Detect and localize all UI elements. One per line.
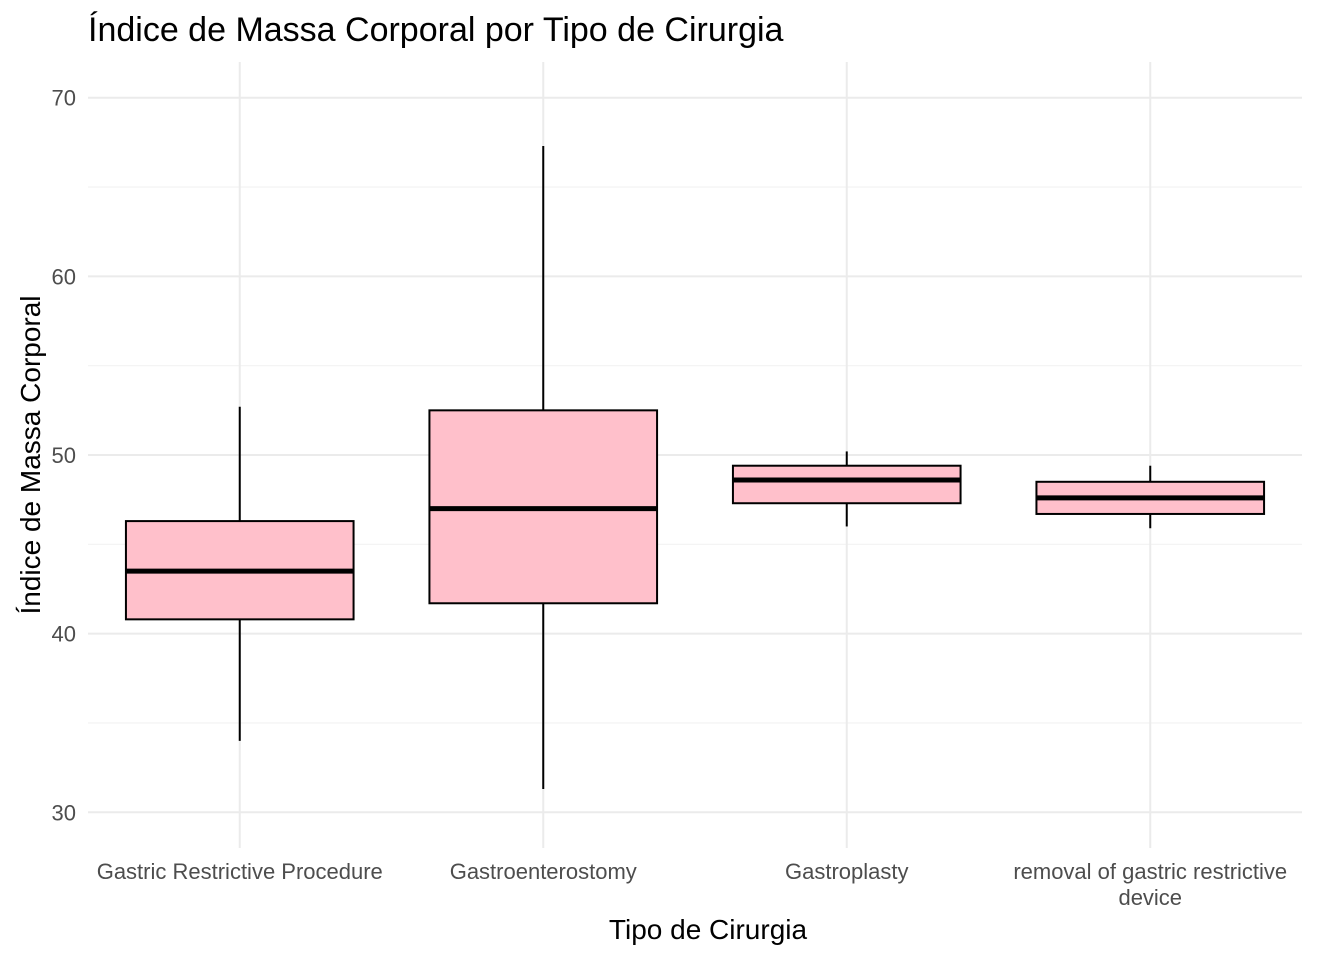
boxes bbox=[124, 145, 1266, 790]
box-group bbox=[124, 406, 355, 741]
x-tick-label: Gastroenterostomy bbox=[450, 859, 637, 884]
y-tick-label: 50 bbox=[52, 443, 76, 468]
y-tick-labels: 30 40 50 60 70 bbox=[52, 86, 76, 826]
box bbox=[731, 464, 962, 505]
y-tick-label: 70 bbox=[52, 86, 76, 111]
x-tick-label-line: Gastroplasty bbox=[785, 859, 909, 884]
chart-title: Índice de Massa Corporal por Tipo de Cir… bbox=[88, 11, 784, 49]
y-tick-label: 30 bbox=[52, 800, 76, 825]
x-tick-label-line: Gastroenterostomy bbox=[450, 859, 637, 884]
y-axis-title: Índice de Massa Corporal bbox=[15, 295, 46, 614]
box-group bbox=[428, 145, 659, 790]
x-tick-labels: Gastric Restrictive Procedure Gastroenter… bbox=[97, 859, 1287, 910]
x-tick-label-line: device bbox=[1118, 885, 1182, 910]
x-tick-label-line: Gastric Restrictive Procedure bbox=[97, 859, 383, 884]
x-tick-label: Gastroplasty bbox=[785, 859, 909, 884]
y-tick-label: 40 bbox=[52, 622, 76, 647]
box-group bbox=[1035, 465, 1266, 529]
x-tick-label: removal of gastric restrictive device bbox=[1013, 859, 1287, 910]
x-tick-label: Gastric Restrictive Procedure bbox=[97, 859, 383, 884]
box-group bbox=[731, 451, 962, 527]
x-axis-title: Tipo de Cirurgia bbox=[609, 914, 808, 945]
x-tick-label-line: removal of gastric restrictive bbox=[1013, 859, 1287, 884]
y-tick-label: 60 bbox=[52, 264, 76, 289]
grid bbox=[88, 62, 1302, 848]
